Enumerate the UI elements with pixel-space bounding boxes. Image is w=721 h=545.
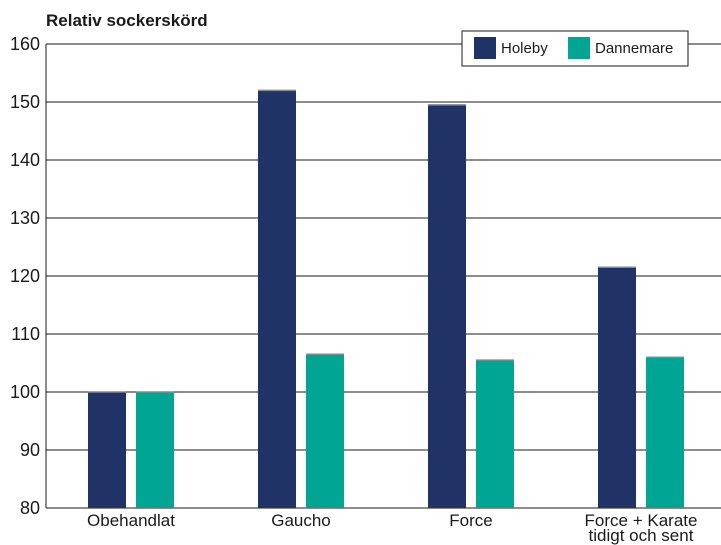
legend-swatch-holeby [474,37,496,59]
bar-holeby-1 [258,90,296,509]
y-tick-label: 80 [20,498,40,518]
y-tick-label: 90 [20,440,40,460]
bar-dannemare-3 [646,357,684,508]
bars [88,89,684,509]
x-tick-label: Force + Karate [585,511,698,530]
legend-label-dannemare: Dannemare [595,40,673,57]
bar-holeby-0 [88,392,126,508]
legend-swatch-dannemare [568,37,590,59]
y-tick-label: 130 [10,208,40,228]
legend: Holeby Dannemare [461,30,689,67]
bar-holeby-2 [428,104,466,509]
bar-dannemare-2 [476,360,514,508]
y-axis-ticks: 80 90 100 110 120 130 140 150 160 [10,34,40,518]
y-tick-label: 140 [10,150,40,170]
x-axis-ticks: Obehandlat Gaucho Force Force + Karatetidig… [87,511,697,545]
bar-holeby-3 [598,267,636,508]
y-tick-label: 120 [10,266,40,286]
x-tick-label: Gaucho [271,511,331,530]
y-tick-label: 100 [10,382,40,402]
x-tick-label: tidigt och sent [589,526,694,545]
y-axis-title: Relativ sockerskörd [46,11,208,30]
x-tick-label: Obehandlat [87,511,175,530]
bar-dannemare-0 [136,392,174,508]
x-tick-label: Force [449,511,492,530]
y-tick-label: 150 [10,92,40,112]
y-tick-label: 160 [10,34,40,54]
legend-label-holeby: Holeby [501,40,548,57]
y-tick-label: 110 [11,324,40,344]
bar-dannemare-1 [306,354,344,508]
